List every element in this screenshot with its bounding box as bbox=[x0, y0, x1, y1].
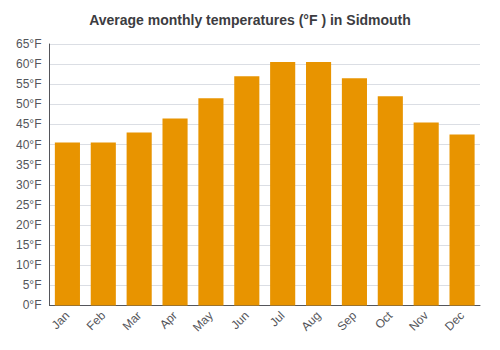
svg-text:45°F: 45°F bbox=[16, 117, 41, 131]
svg-text:Jan: Jan bbox=[49, 309, 73, 333]
svg-text:15°F: 15°F bbox=[16, 238, 41, 252]
svg-text:40°F: 40°F bbox=[16, 138, 41, 152]
svg-text:25°F: 25°F bbox=[16, 198, 41, 212]
svg-text:Apr: Apr bbox=[157, 309, 180, 332]
svg-text:55°F: 55°F bbox=[16, 77, 41, 91]
svg-text:May: May bbox=[190, 309, 216, 335]
svg-text:0°F: 0°F bbox=[23, 298, 42, 312]
svg-text:Sep: Sep bbox=[334, 308, 359, 333]
svg-text:Mar: Mar bbox=[120, 309, 145, 333]
svg-text:Feb: Feb bbox=[84, 308, 109, 333]
svg-text:50°F: 50°F bbox=[16, 97, 41, 111]
svg-text:10°F: 10°F bbox=[16, 258, 41, 272]
svg-text:60°F: 60°F bbox=[16, 57, 41, 71]
svg-text:5°F: 5°F bbox=[23, 278, 42, 292]
svg-text:30°F: 30°F bbox=[16, 178, 41, 192]
svg-text:Nov: Nov bbox=[406, 309, 431, 334]
svg-text:Jun: Jun bbox=[228, 309, 252, 333]
svg-text:65°F: 65°F bbox=[16, 37, 41, 51]
svg-text:Oct: Oct bbox=[372, 308, 396, 332]
svg-text:Dec: Dec bbox=[442, 309, 467, 334]
svg-text:20°F: 20°F bbox=[16, 218, 41, 232]
svg-text:Average monthly temperatures (: Average monthly temperatures (°F ) in Si… bbox=[89, 12, 411, 28]
svg-text:35°F: 35°F bbox=[16, 158, 41, 172]
svg-text:Jul: Jul bbox=[267, 309, 288, 330]
svg-text:Aug: Aug bbox=[299, 309, 324, 334]
